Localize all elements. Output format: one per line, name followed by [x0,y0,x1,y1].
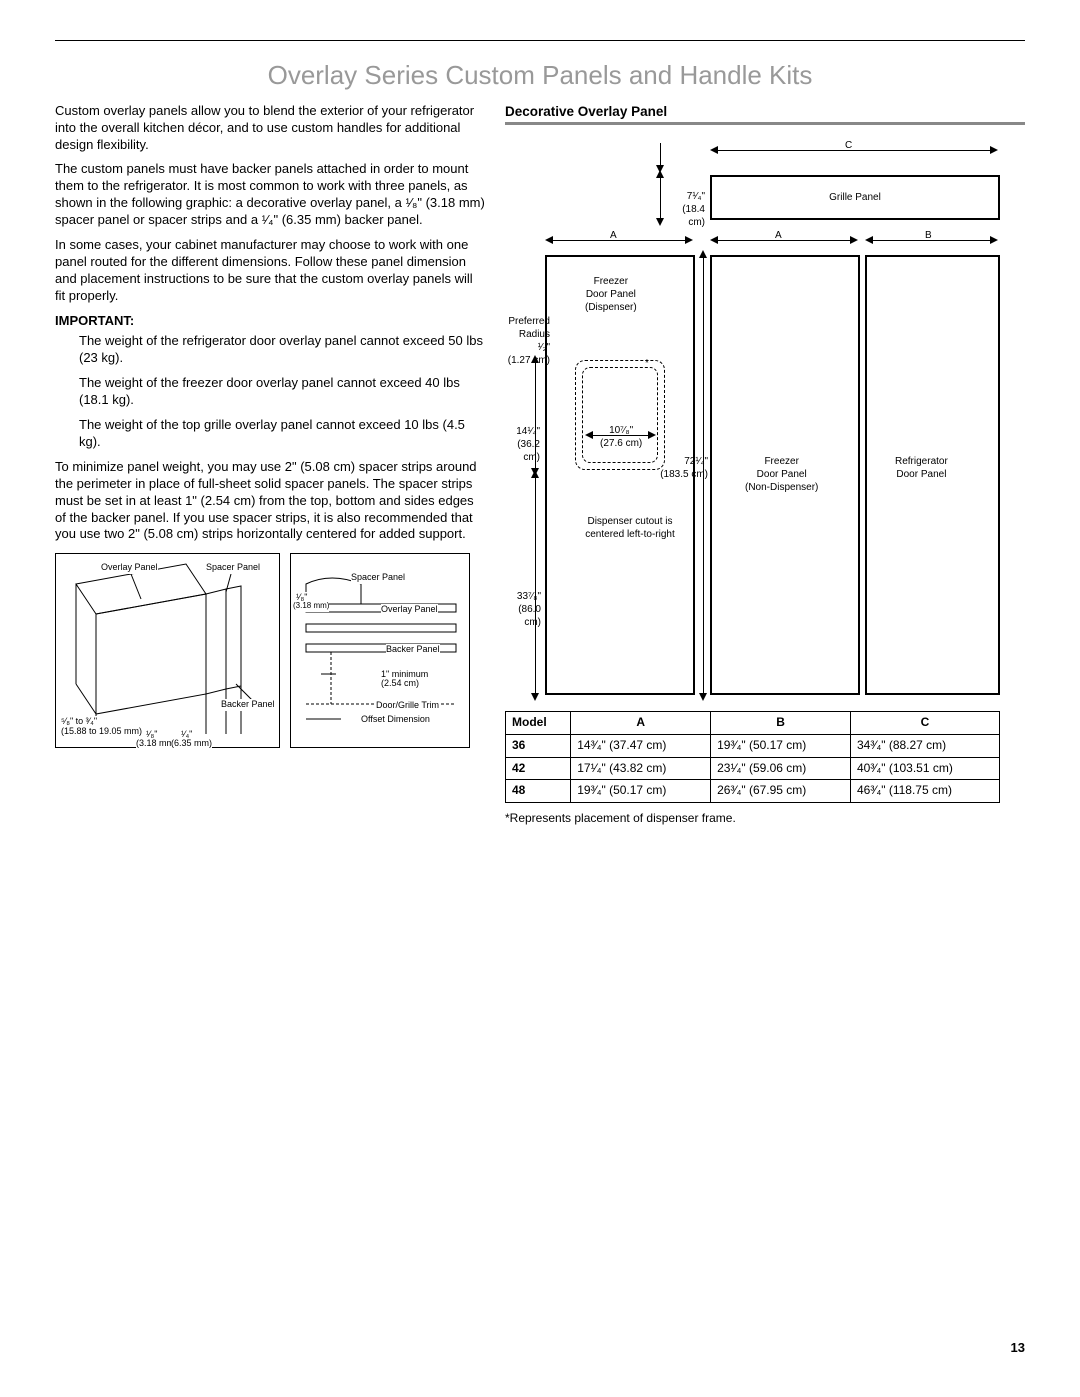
lbl2-spacer: Spacer Panel [351,572,405,584]
left-column: Custom overlay panels allow you to blend… [55,103,485,827]
th-B: B [711,712,851,735]
dim-14cm: (36.2 cm) [517,439,540,463]
table-row: 48 19³⁄₄" (50.17 cm) 26³⁄₄" (67.95 cm) 4… [506,780,1000,803]
grille-panel: Grille Panel [710,175,1000,220]
para-3: In some cases, your cabinet manufacturer… [55,237,485,305]
dim-33: 33⁷⁄₈" [517,591,541,602]
th-A: A [571,712,711,735]
lbl2-offset: Offset Dimension [361,714,430,726]
para-4: To minimize panel weight, you may use 2"… [55,459,485,543]
table-footnote: *Represents placement of dispenser frame… [505,811,1025,827]
dim-33cm: (86.0 cm) [518,604,541,628]
page-title: Overlay Series Custom Panels and Handle … [55,59,1025,93]
freezer-disp-label: Freezer Door Panel (Dispenser) [585,275,637,314]
dim-C: C [845,139,852,152]
table-row: 42 17¹⁄₄" (43.82 cm) 23¹⁄₄" (59.06 cm) 4… [506,757,1000,780]
para-2: The custom panels must have backer panel… [55,161,485,229]
lbl-backer-panel: Backer Panel [221,699,275,711]
para-1: Custom overlay panels allow you to blend… [55,103,485,154]
table-header-row: Model A B C [506,712,1000,735]
lbl-dim3b: (6.35 mm) [171,738,212,750]
important-label: IMPORTANT: [55,313,485,330]
th-model: Model [506,712,571,735]
dimensions-table: Model A B C 36 14³⁄₄" (37.47 cm) 19³⁄₄" … [505,711,1000,802]
important-3: The weight of the top grille overlay pan… [55,417,485,451]
pref-radius: Preferred Radius [508,316,550,340]
cell: 36 [506,734,571,757]
cell: 26³⁄₄" (67.95 cm) [711,780,851,803]
important-1: The weight of the refrigerator door over… [55,333,485,367]
refrig-label: Refrigerator Door Panel [895,455,948,481]
diagram-cross-section: Spacer Panel ¹⁄₈" (3.18 mm) Overlay Pane… [290,553,470,748]
two-column-layout: Custom overlay panels allow you to blend… [55,103,1025,827]
diagram-panel-assembly: Overlay Panel Spacer Panel Backer Panel … [55,553,280,748]
dim-72cm: (183.5 cm) [660,469,708,480]
dim-A1: A [610,229,617,242]
dispenser-note: Dispenser cutout is centered left-to-rig… [585,515,675,541]
cell: 14³⁄₄" (37.47 cm) [571,734,711,757]
dim-7cm: (18.4 cm) [682,204,705,228]
pref-radius-val: ¹⁄₂" [538,342,550,353]
cell: 23¹⁄₄" (59.06 cm) [711,757,851,780]
dim-72: 72¹⁄₄" [684,456,708,467]
asterisk: * [645,357,649,370]
cell: 46³⁄₄" (118.75 cm) [850,780,999,803]
left-diagrams: Overlay Panel Spacer Panel Backer Panel … [55,553,485,748]
dim-10: 10⁷⁄₈" [609,425,633,436]
dim-A2: A [775,229,782,242]
dim-B: B [925,229,932,242]
lbl-overlay-panel: Overlay Panel [101,562,158,574]
lbl2-dim1b: (3.18 mm) [293,601,329,611]
lbl-dim1b: (15.88 to 19.05 mm) [61,726,142,738]
decorative-overlay-diagram: C Grille Panel 7¹⁄₄" (18.4 cm) A [505,135,1000,705]
cell: 40³⁄₄" (103.51 cm) [850,757,999,780]
important-2: The weight of the freezer door overlay p… [55,375,485,409]
freezer-nondisp-label: Freezer Door Panel (Non-Dispenser) [745,455,818,494]
pref-radius-cm: (1.27 cm) [508,355,550,366]
lbl2-overlay: Overlay Panel [381,604,438,616]
right-heading: Decorative Overlay Panel [505,103,1025,126]
lbl2-doortrim: Door/Grille Trim [376,700,439,712]
table-row: 36 14³⁄₄" (37.47 cm) 19³⁄₄" (50.17 cm) 3… [506,734,1000,757]
cell: 34³⁄₄" (88.27 cm) [850,734,999,757]
cell: 19³⁄₄" (50.17 cm) [711,734,851,757]
cell: 42 [506,757,571,780]
lbl2-backer: Backer Panel [386,644,440,656]
page-number: 13 [1011,1340,1025,1357]
dim-14: 14¹⁄₄" [516,426,540,437]
th-C: C [850,712,999,735]
cell: 48 [506,780,571,803]
lbl2-onemin-b: (2.54 cm) [381,678,419,690]
grille-panel-label: Grille Panel [829,191,881,204]
dim-10cm: (27.6 cm) [600,438,642,449]
cell: 19³⁄₄" (50.17 cm) [571,780,711,803]
dim-7: 7¹⁄₄" [687,191,705,202]
lbl-spacer-panel: Spacer Panel [206,562,260,574]
right-column: Decorative Overlay Panel C Grille Panel … [505,103,1025,827]
cell: 17¹⁄₄" (43.82 cm) [571,757,711,780]
top-rule [55,40,1025,41]
